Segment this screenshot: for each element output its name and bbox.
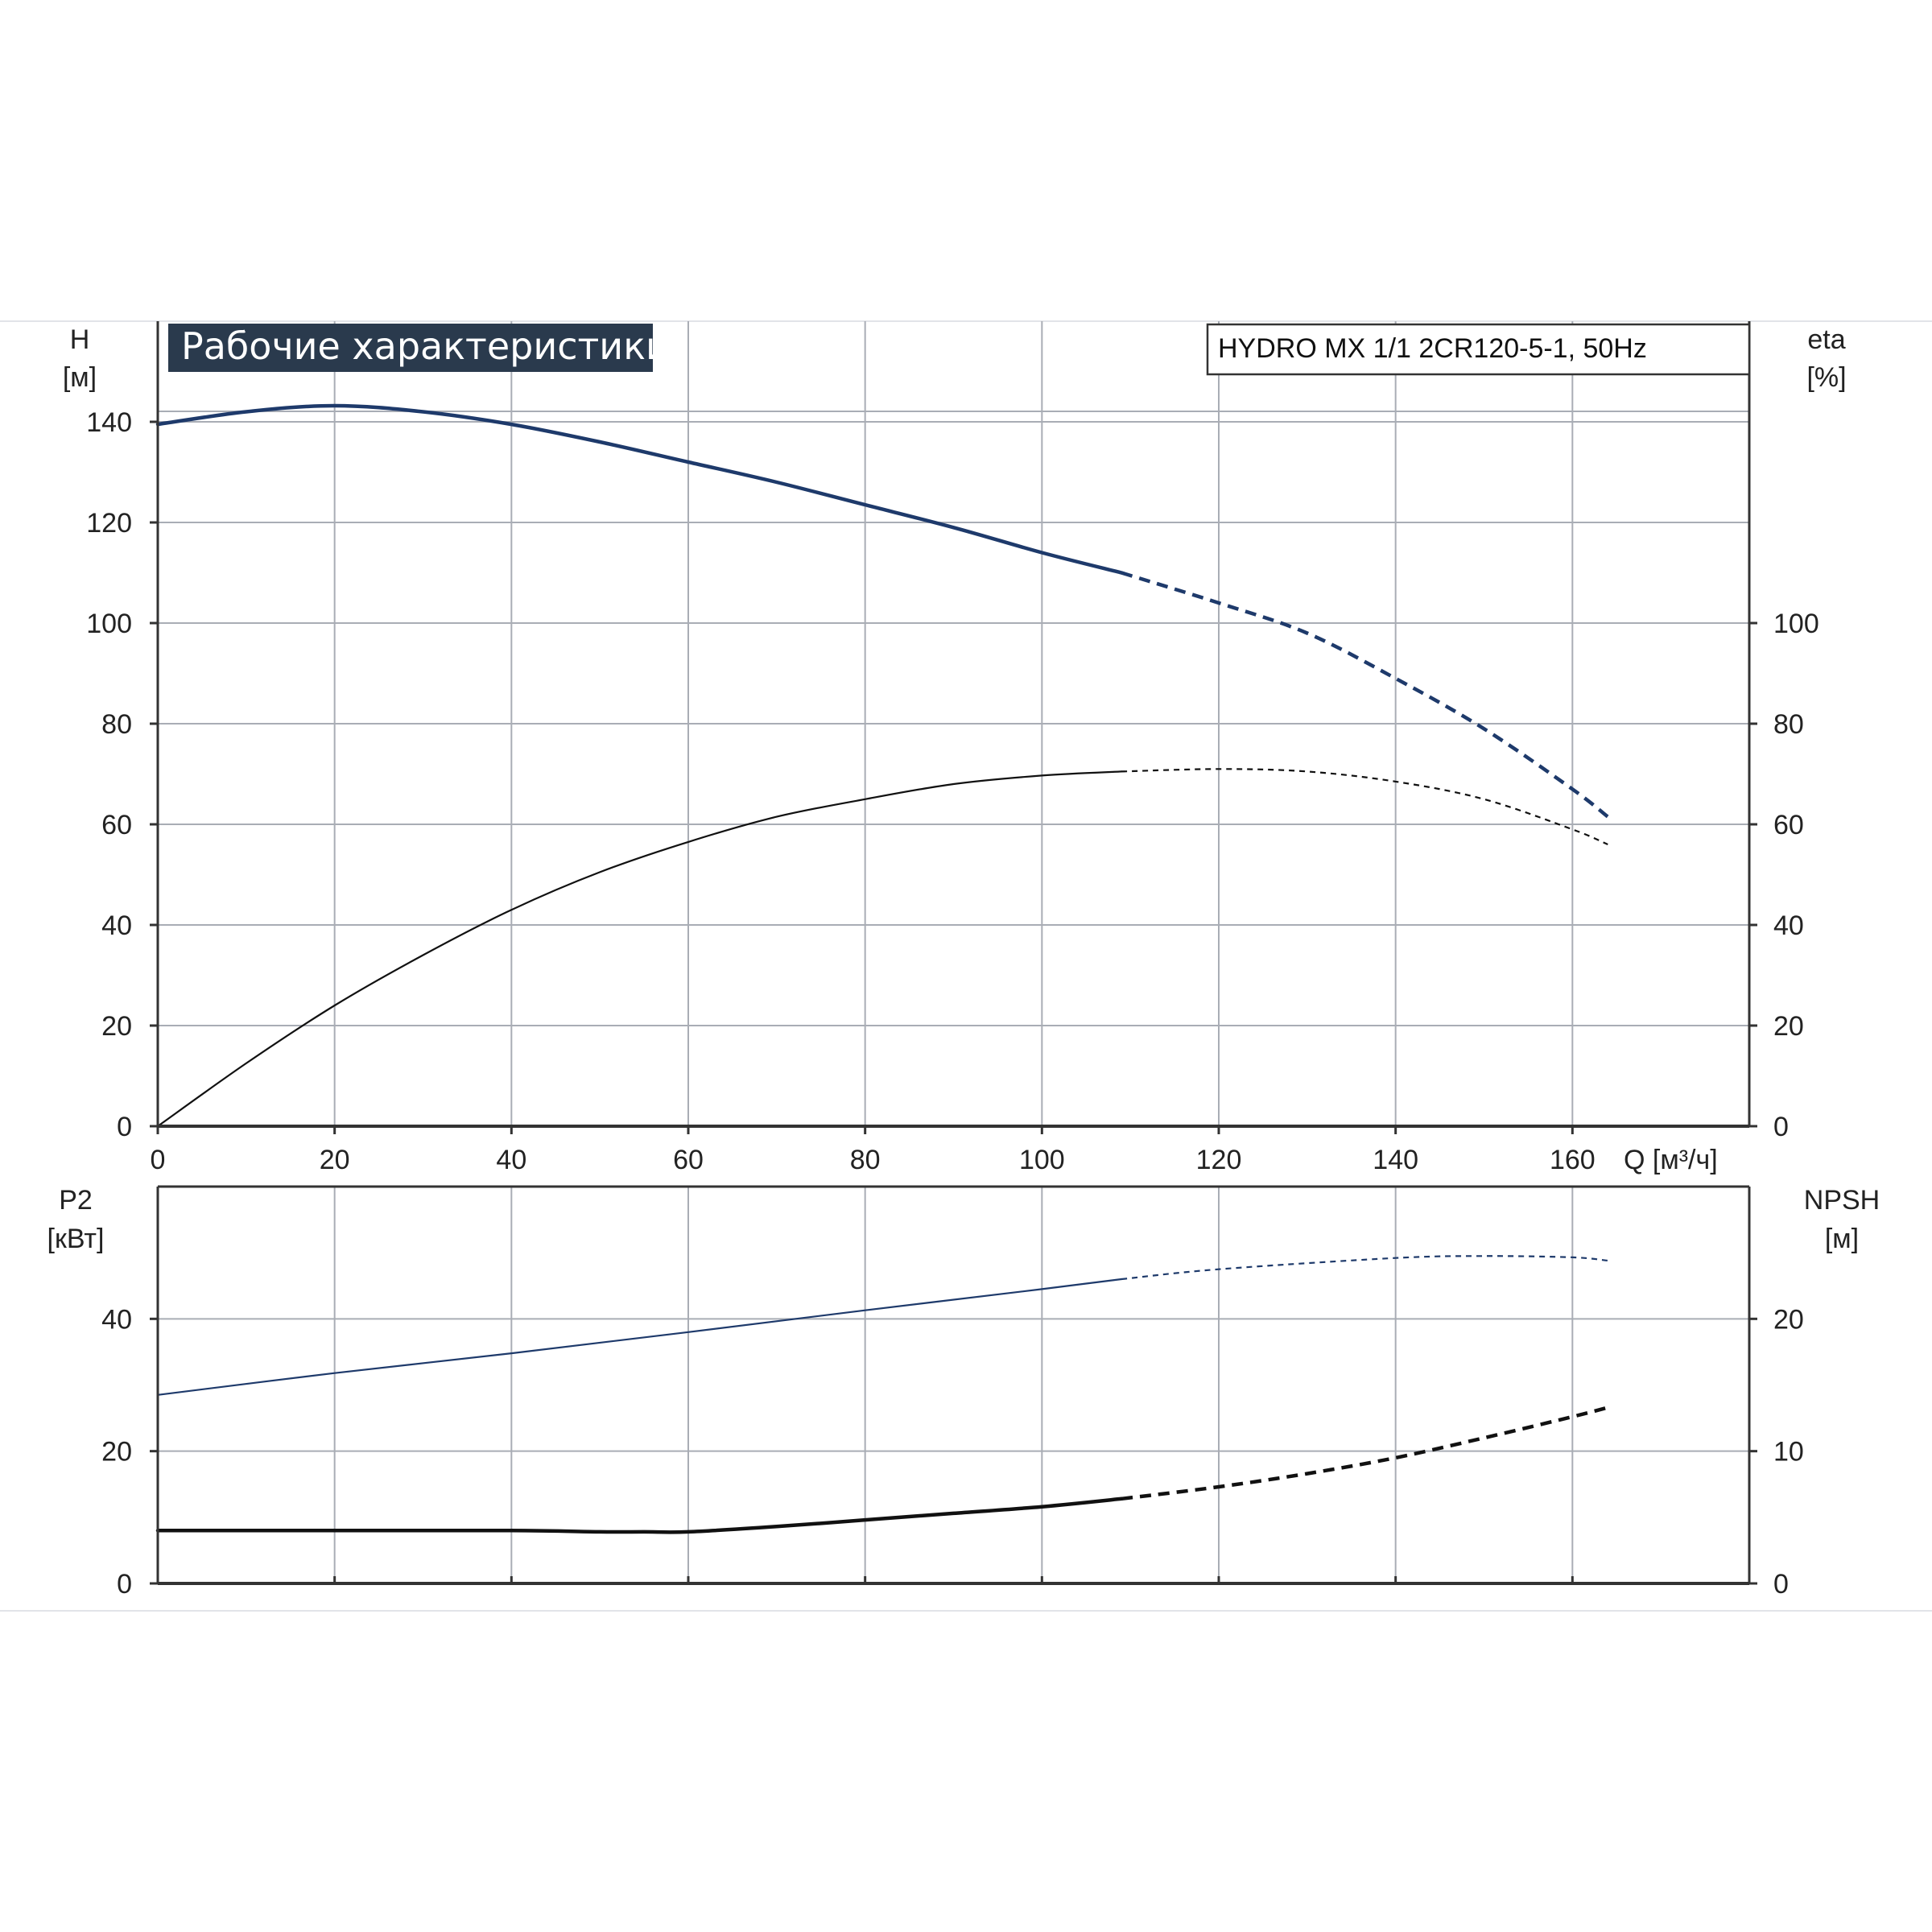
x-tick-label: 20: [320, 1145, 350, 1175]
chart-title: Рабочие характеристики: [181, 324, 670, 368]
chart-title-background: [168, 324, 653, 372]
x-tick-label: 0: [151, 1145, 166, 1175]
y-left-tick-label: 120: [86, 508, 132, 539]
y-left-tick-label: 140: [86, 407, 132, 438]
x-tick-label: 100: [1019, 1145, 1065, 1175]
axis-titles: H [м] eta [%] Q [м³/ч] P2 [кВт] NPSH [м]: [47, 324, 1880, 1254]
top-panel-grid: [157, 321, 1749, 1126]
model-label-border: [1206, 323, 1751, 376]
x-tick-label: 60: [673, 1145, 704, 1175]
bottom-panel-grid: [157, 1187, 1749, 1583]
npsh-tick-label: 20: [1773, 1304, 1804, 1335]
p2-tick-label: 40: [101, 1304, 132, 1335]
y-right-bottom-title-unit: [м]: [1825, 1224, 1859, 1254]
y-left-tick-label: 100: [86, 609, 132, 639]
head-curve-solid: [155, 403, 1124, 575]
y-right-bottom-title-symbol: NPSH: [1804, 1185, 1880, 1216]
x-tick-label: 80: [850, 1145, 881, 1175]
model-label-box: HYDRO MX 1/1 2CR120-5-1, 50Hz: [1206, 323, 1751, 376]
x-tick-label: 160: [1550, 1145, 1596, 1175]
y-right-tick-label: 0: [1773, 1112, 1789, 1142]
y-right-top-title-symbol: eta: [1807, 324, 1845, 355]
y-left-top-title-unit: [м]: [63, 362, 97, 393]
y-left-bottom-title-symbol: P2: [59, 1185, 93, 1216]
npsh-tick-label: 0: [1773, 1569, 1789, 1600]
power_p2-curve-solid: [156, 1278, 1123, 1396]
page-border-lines: [0, 320, 1932, 1612]
y-left-tick-label: 40: [101, 910, 132, 941]
power_p2-curve-dashed: [1121, 1255, 1608, 1281]
x-axis-title: Q [м³/ч]: [1624, 1145, 1718, 1175]
x-tick-label: 120: [1196, 1145, 1242, 1175]
npsh-curve-solid: [155, 1496, 1124, 1534]
x-tick-label: 140: [1373, 1145, 1418, 1175]
y-right-tick-label: 60: [1773, 810, 1804, 840]
curves-layer: [155, 403, 1609, 1534]
chart-title-box: Рабочие характеристики: [168, 324, 670, 372]
y-left-bottom-title-unit: [кВт]: [47, 1224, 105, 1254]
y-left-tick-label: 20: [101, 1011, 132, 1042]
npsh-curve-dashed: [1121, 1406, 1608, 1501]
tick-labels-layer: 0 20 40 60 80 100 120 140 1600204060801001201400…: [86, 407, 1818, 1600]
y-right-tick-label: 100: [1773, 609, 1819, 639]
p2-tick-label: 20: [101, 1437, 132, 1468]
efficiency-curve-solid: [156, 770, 1123, 1128]
y-left-tick-label: 0: [117, 1112, 132, 1142]
model-label: HYDRO MX 1/1 2CR120-5-1, 50Hz: [1218, 333, 1647, 364]
npsh-tick-label: 10: [1773, 1437, 1804, 1468]
y-left-tick-label: 80: [101, 709, 132, 740]
p2-tick-label: 0: [117, 1569, 132, 1600]
axes-layer: [150, 321, 1757, 1585]
y-left-tick-label: 60: [101, 810, 132, 840]
y-right-tick-label: 20: [1773, 1011, 1804, 1042]
y-left-top-title-symbol: H: [70, 324, 90, 355]
x-tick-label: 40: [496, 1145, 526, 1175]
head-curve-dashed: [1121, 571, 1609, 819]
efficiency-curve-dashed: [1121, 768, 1608, 846]
y-right-tick-label: 80: [1773, 709, 1804, 740]
y-right-top-title-unit: [%]: [1806, 362, 1846, 393]
y-right-tick-label: 40: [1773, 910, 1804, 941]
